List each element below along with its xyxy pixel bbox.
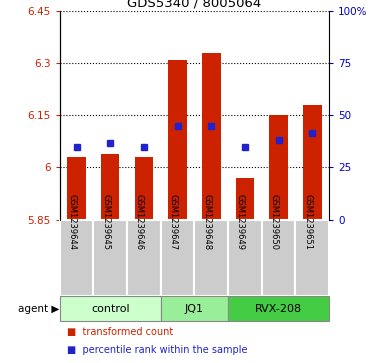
Text: GSM1239644: GSM1239644 xyxy=(67,194,77,250)
Bar xyxy=(93,220,127,296)
Text: RVX-208: RVX-208 xyxy=(255,303,302,314)
Bar xyxy=(101,154,119,220)
Text: GSM1239648: GSM1239648 xyxy=(202,194,211,250)
Bar xyxy=(202,53,221,220)
Bar xyxy=(270,115,288,220)
Bar xyxy=(60,220,93,296)
Text: GSM1239647: GSM1239647 xyxy=(169,194,177,250)
Text: JQ1: JQ1 xyxy=(185,303,204,314)
Bar xyxy=(161,220,194,296)
Bar xyxy=(228,220,262,296)
Bar xyxy=(303,105,321,220)
Bar xyxy=(194,220,228,296)
Title: GDS5340 / 8005064: GDS5340 / 8005064 xyxy=(127,0,261,10)
Text: ■  transformed count: ■ transformed count xyxy=(67,327,174,337)
Bar xyxy=(168,60,187,220)
Text: agent ▶: agent ▶ xyxy=(18,303,60,314)
Text: GSM1239651: GSM1239651 xyxy=(303,194,312,250)
Text: control: control xyxy=(91,303,129,314)
Bar xyxy=(67,157,86,220)
Text: GSM1239645: GSM1239645 xyxy=(101,194,110,250)
Text: GSM1239646: GSM1239646 xyxy=(135,194,144,250)
Bar xyxy=(161,296,228,321)
Bar xyxy=(262,220,296,296)
Bar xyxy=(60,296,161,321)
Bar xyxy=(135,157,153,220)
Text: GSM1239650: GSM1239650 xyxy=(270,194,279,250)
Bar xyxy=(236,178,254,220)
Bar xyxy=(228,296,329,321)
Bar xyxy=(296,220,329,296)
Text: ■  percentile rank within the sample: ■ percentile rank within the sample xyxy=(67,345,248,355)
Bar xyxy=(127,220,161,296)
Text: GSM1239649: GSM1239649 xyxy=(236,194,245,250)
